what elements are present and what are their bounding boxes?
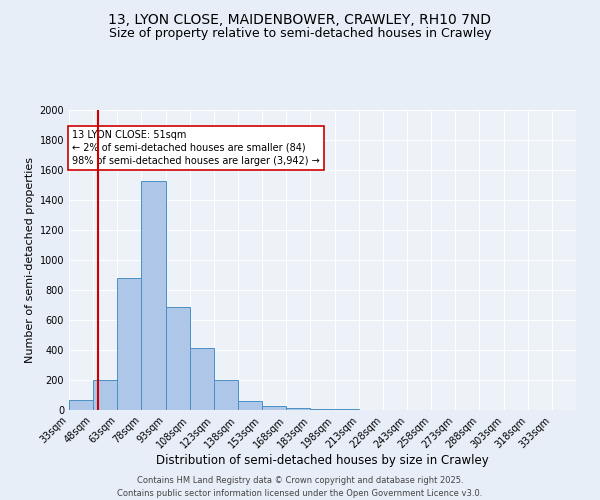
Bar [310,408,335,410]
Text: 13, LYON CLOSE, MAIDENBOWER, CRAWLEY, RH10 7ND: 13, LYON CLOSE, MAIDENBOWER, CRAWLEY, RH… [109,12,491,26]
Text: Contains HM Land Registry data © Crown copyright and database right 2025.
Contai: Contains HM Land Registry data © Crown c… [118,476,482,498]
Y-axis label: Number of semi-detached properties: Number of semi-detached properties [25,157,35,363]
Bar [238,401,262,410]
Bar [262,406,286,410]
X-axis label: Distribution of semi-detached houses by size in Crawley: Distribution of semi-detached houses by … [156,454,489,467]
Text: 13 LYON CLOSE: 51sqm
← 2% of semi-detached houses are smaller (84)
98% of semi-d: 13 LYON CLOSE: 51sqm ← 2% of semi-detach… [72,130,320,166]
Bar [335,409,359,410]
Bar [117,278,142,410]
Bar [93,380,117,410]
Bar [166,306,190,410]
Bar [286,408,310,410]
Bar [69,400,93,410]
Bar [214,380,238,410]
Bar [142,180,166,410]
Text: Size of property relative to semi-detached houses in Crawley: Size of property relative to semi-detach… [109,28,491,40]
Bar [190,348,214,410]
